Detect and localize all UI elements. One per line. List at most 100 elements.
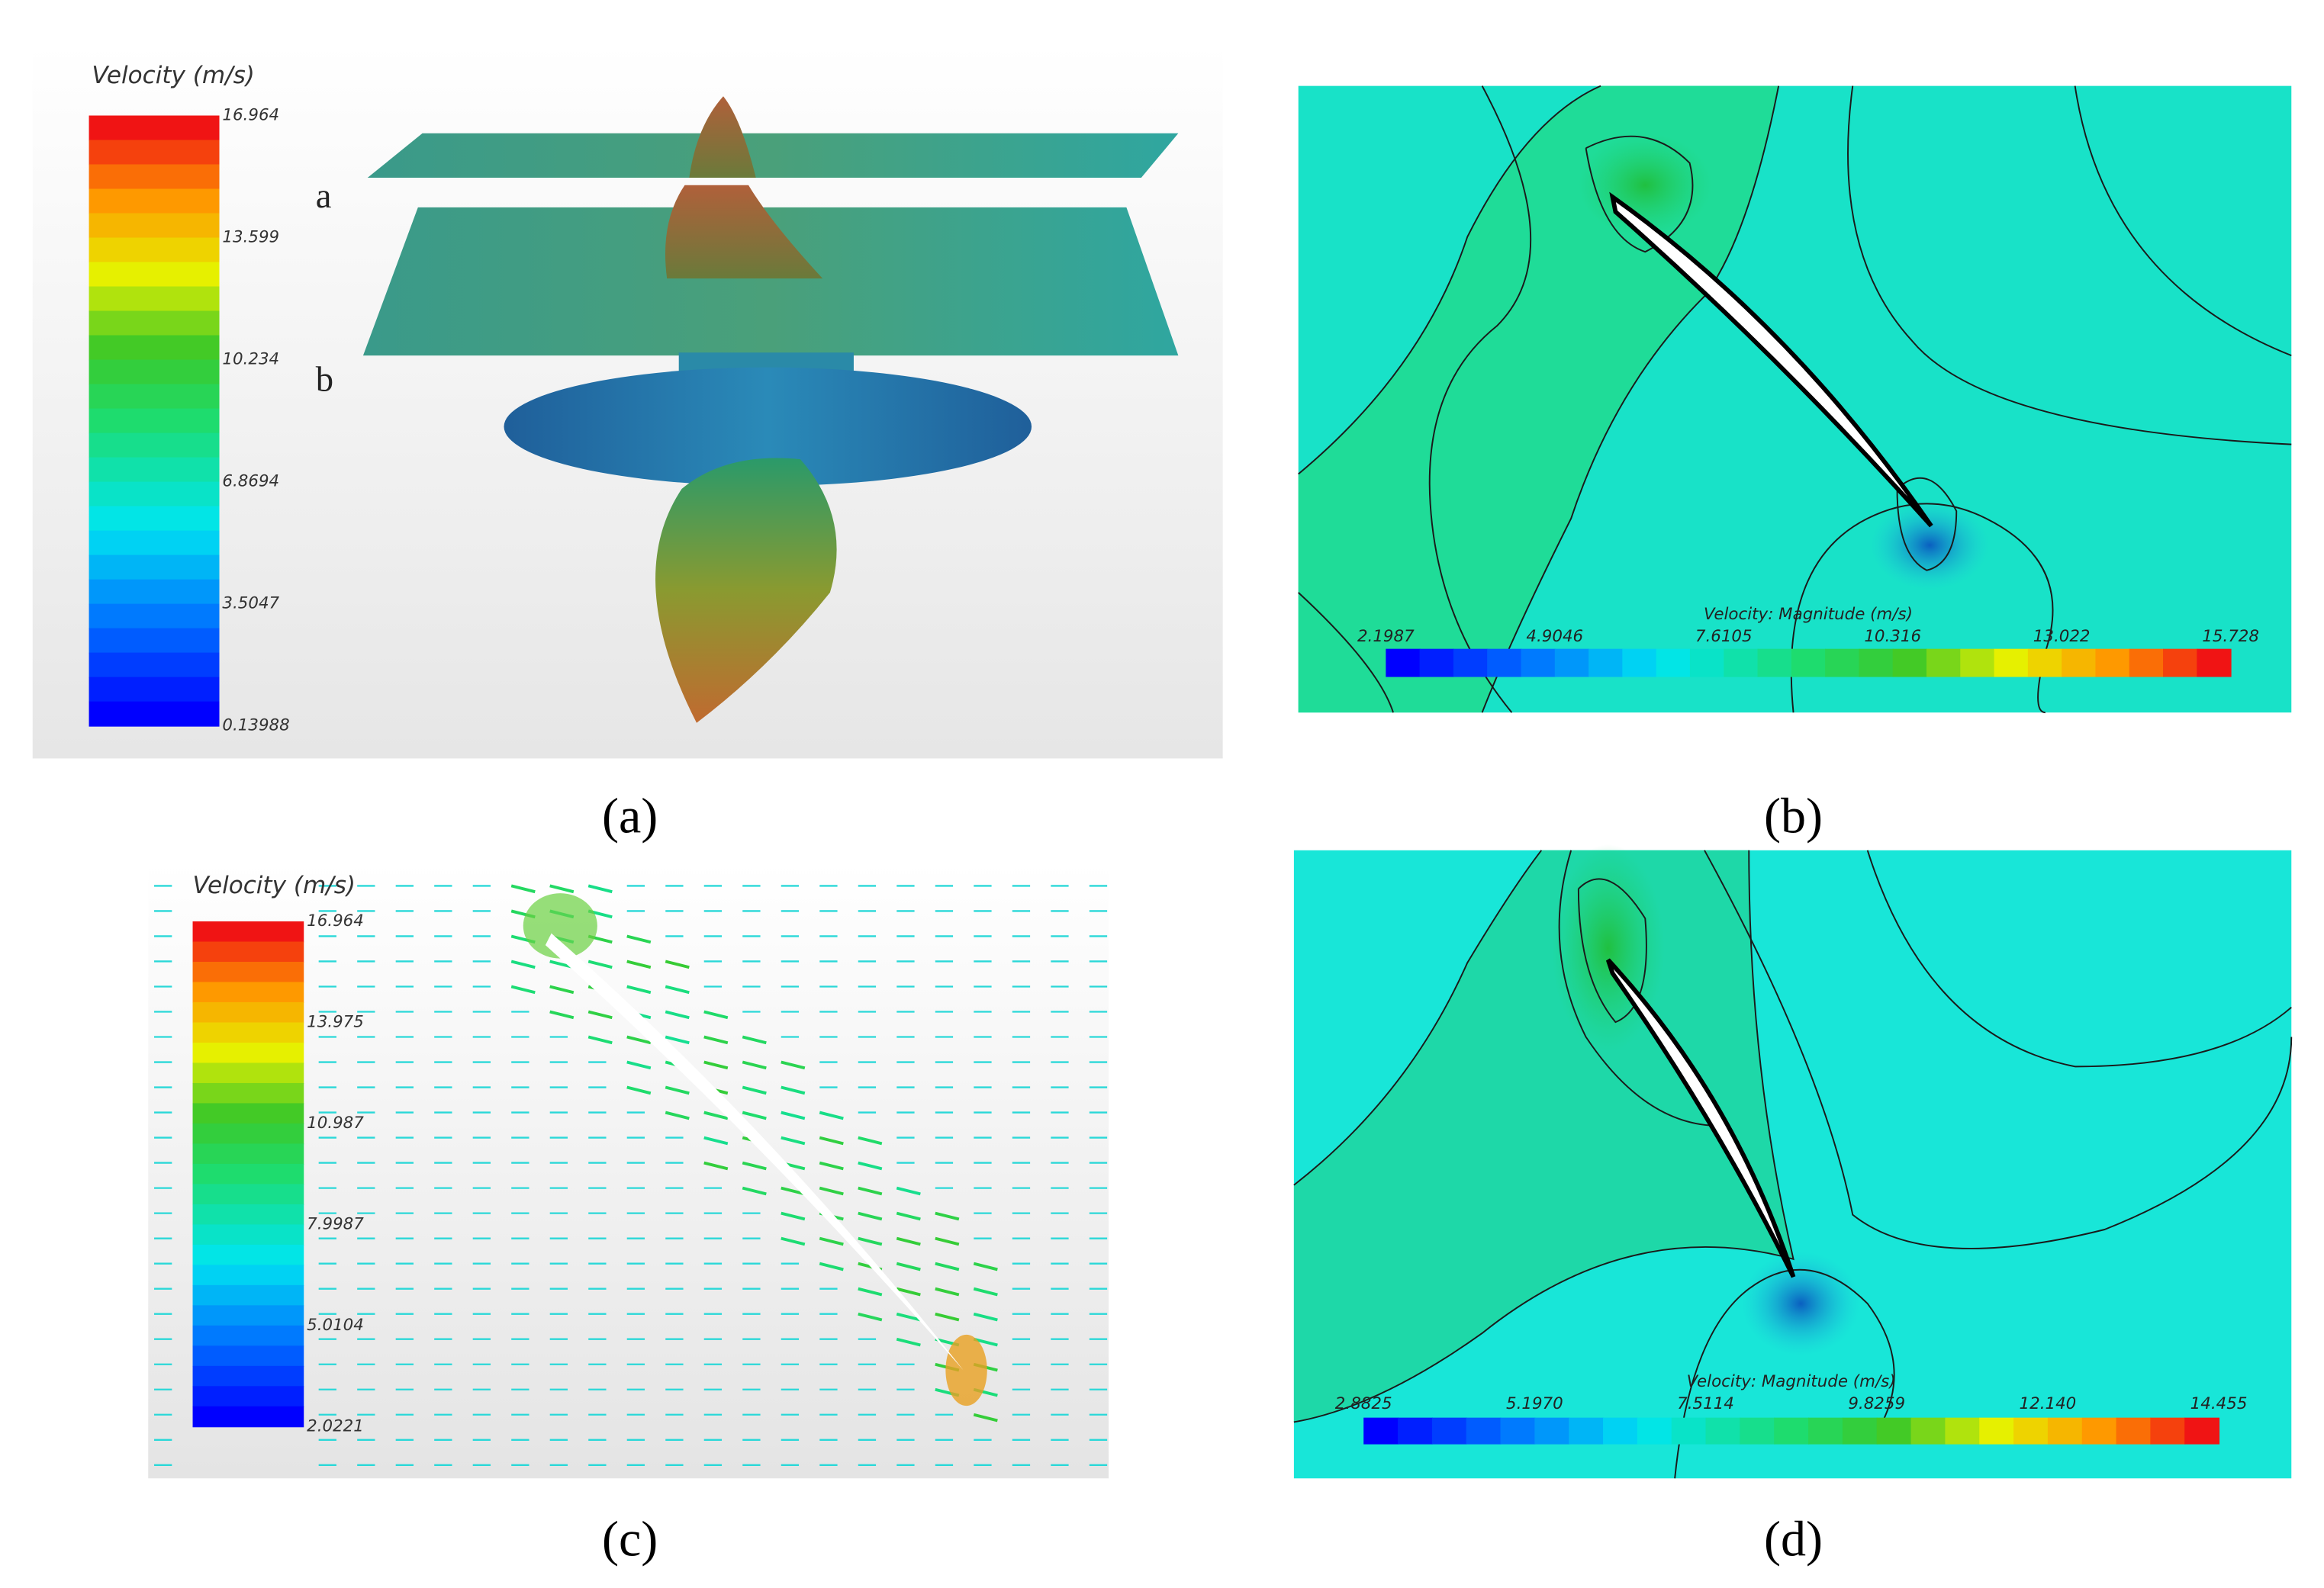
colorbar-segment [193,1265,304,1285]
colorbar-title: Velocity (m/s) [92,62,254,89]
colorbar-segment [193,1406,304,1427]
colorbar-segment [1501,1418,1536,1445]
colorbar-segment [1637,1418,1672,1445]
colorbar-segment [89,653,220,678]
colorbar-segment [193,1123,304,1144]
colorbar-segment [193,962,304,982]
colorbar-segment [1808,1418,1843,1445]
colorbar-segment [193,1386,304,1406]
colorbar-segment [89,360,220,385]
colorbar-segment [89,238,220,263]
colorbar-segment [2082,1418,2117,1445]
colorbar-tick-label: 9.8259 [1848,1394,1905,1413]
caption: (d) [1764,1511,1823,1567]
colorbar-segment [1466,1418,1502,1445]
colorbar-segment [2129,649,2164,677]
colorbar-segment [193,1224,304,1245]
colorbar-segment [89,580,220,605]
colorbar-segment [2028,649,2062,677]
colorbar-segment [1945,1418,1980,1445]
colorbar-tick-label: 2.1987 [1357,627,1415,646]
caption: (a) [602,789,658,844]
colorbar-segment [193,1002,304,1023]
colorbar-segment [1622,649,1656,677]
colorbar-segment [193,1043,304,1063]
high-velocity-zone [945,1335,987,1406]
colorbar-tick-label: 16.964 [222,105,279,124]
colorbar-segment [193,1164,304,1185]
colorbar-tick-label: 7.9987 [307,1214,364,1233]
colorbar-segment [193,1103,304,1123]
colorbar-tick-label: 14.455 [2190,1394,2248,1413]
colorbar-segment [1398,1418,1433,1445]
colorbar-tick-label: 5.1970 [1506,1394,1563,1413]
colorbar-tick-label: 10.987 [307,1114,364,1133]
colorbar-segment [2163,649,2197,677]
colorbar-segment [89,702,220,727]
colorbar-segment [89,262,220,288]
colorbar-tick-label: 12.140 [2020,1394,2077,1413]
colorbar-tick-label: 13.975 [307,1012,364,1031]
colorbar-segment [89,287,220,312]
colorbar-segment [2150,1418,2185,1445]
colorbar-segment [193,1083,304,1104]
colorbar-segment [1926,649,1961,677]
colorbar-segment [2048,1418,2083,1445]
colorbar-segment [89,458,220,483]
colorbar-segment [89,677,220,702]
colorbar-segment [1420,649,1454,677]
colorbar-segment [1825,649,1859,677]
colorbar-segment [1960,649,1994,677]
caption: (c) [602,1511,658,1567]
colorbar-tick-label: 4.9046 [1526,627,1583,646]
colorbar-segment [89,189,220,214]
colorbar-segment [193,1245,304,1265]
colorbar-segment [193,1143,304,1164]
colorbar-segment [1859,649,1893,677]
colorbar-segment [193,1345,304,1366]
colorbar-segment [1363,1418,1399,1445]
colorbar-tick-label: 7.5114 [1677,1394,1734,1413]
colorbar-segment [193,1204,304,1225]
colorbar-segment [193,1305,304,1326]
colorbar-segment [2116,1418,2152,1445]
colorbar-segment [89,115,220,140]
colorbar-segment [1740,1418,1775,1445]
colorbar-segment [1690,649,1724,677]
upper-plane [368,133,1179,178]
colorbar-segment [1453,649,1488,677]
colorbar-tick-label: 3.5047 [222,594,279,613]
colorbar-segment [89,311,220,336]
colorbar-segment [1706,1418,1741,1445]
plane-label: b [316,360,333,400]
low-velocity-zone [1871,500,1989,590]
colorbar-segment [89,140,220,165]
colorbar-segment [89,506,220,532]
colorbar-segment [193,942,304,963]
colorbar-segment [2184,1418,2219,1445]
colorbar-segment [89,531,220,556]
colorbar-segment [2197,649,2231,677]
colorbar-segment [1672,1418,1707,1445]
colorbar-segment [1724,649,1758,677]
colorbar-segment [1758,649,1792,677]
colorbar-segment [1877,1418,1912,1445]
colorbar-tick-label: 7.6105 [1695,627,1753,646]
colorbar-segment [1386,649,1420,677]
colorbar-segment [2095,649,2129,677]
colorbar-segment [193,1366,304,1387]
colorbar-segment [1656,649,1691,677]
colorbar-segment [193,1184,304,1204]
colorbar-segment [89,214,220,239]
colorbar-tick-label: 13.599 [222,228,279,247]
colorbar-segment [89,433,220,458]
colorbar-segment [193,1062,304,1083]
caption: (b) [1764,789,1823,844]
colorbar-segment [1994,649,2029,677]
colorbar-segment [1569,1418,1604,1445]
colorbar-segment [1774,1418,1809,1445]
colorbar-segment [2062,649,2096,677]
plane-label: a [316,176,332,216]
